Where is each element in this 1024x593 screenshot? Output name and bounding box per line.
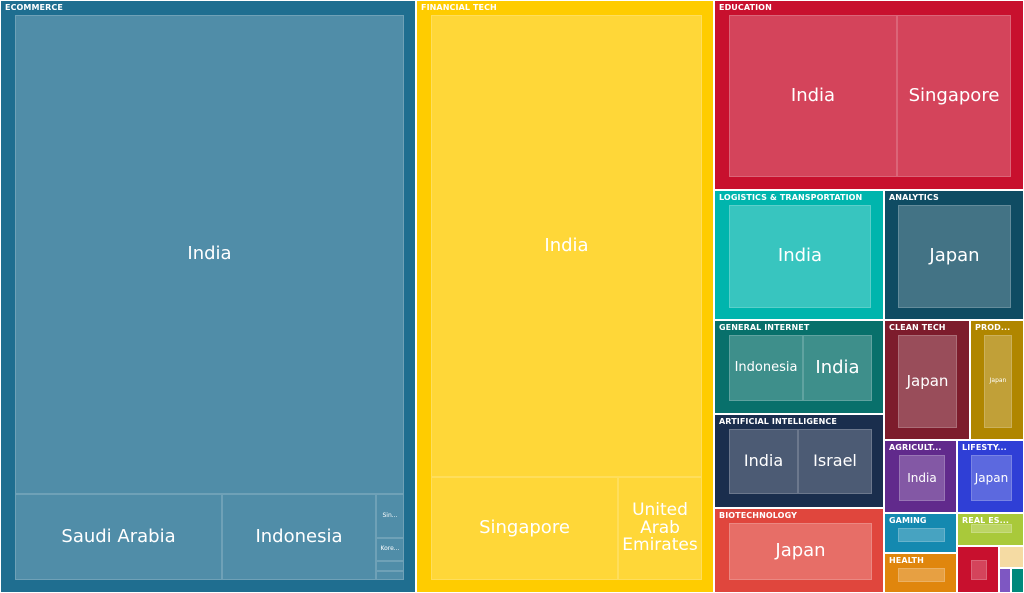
treemap-leaf[interactable]: Israel <box>798 429 872 494</box>
treemap-group[interactable]: ECOMMERCE India Saudi Arabia Indonesia Sin..… <box>0 0 416 593</box>
treemap-group[interactable]: ARTIFICIAL INTELLIGENCE India Israel <box>714 414 884 508</box>
treemap-leaf[interactable]: Sin... <box>376 494 404 538</box>
treemap-leaf[interactable]: Japan <box>971 455 1012 501</box>
treemap-leaf[interactable]: India <box>15 15 404 494</box>
treemap-leaf[interactable]: Japan <box>898 205 1011 308</box>
treemap-leaf-label: Indonesia <box>255 525 343 547</box>
treemap-leaf-label: Saudi Arabia <box>61 525 176 547</box>
treemap-group-label: GENERAL INTERNET <box>719 323 810 332</box>
treemap-leaf[interactable]: Japan <box>729 523 872 580</box>
treemap-leaf[interactable]: India <box>899 455 945 501</box>
treemap-group[interactable]: CLEAN TECH Japan <box>884 320 970 440</box>
treemap-leaf[interactable] <box>898 528 945 542</box>
treemap-leaf-label: Indonesia <box>734 360 798 376</box>
treemap-leaf[interactable]: Indonesia <box>729 335 803 401</box>
treemap-leaf[interactable]: India <box>729 205 871 308</box>
treemap-group[interactable]: BIOTECHNOLOGY Japan <box>714 508 884 593</box>
treemap-group[interactable]: FINANCIAL TECH India Singapore United Arab … <box>416 0 714 593</box>
treemap-group-label: ANALYTICS <box>889 193 939 202</box>
treemap-leaf-label: India <box>815 356 860 378</box>
treemap-group[interactable]: LIFESTY... Japan <box>957 440 1024 513</box>
treemap-leaf-label: Japan <box>929 245 980 267</box>
treemap-leaf-label: Japan <box>989 377 1007 385</box>
treemap-group[interactable]: PROD... Japan <box>970 320 1024 440</box>
treemap-group-label: GAMING <box>889 516 927 525</box>
treemap-leaf-label: Kore... <box>380 545 400 553</box>
treemap-group-label: FINANCIAL TECH <box>421 3 497 12</box>
treemap-leaf-label: United Arab Emirates <box>622 499 698 556</box>
treemap-leaf-label: India <box>544 234 589 256</box>
treemap-group-label: AGRICULT... <box>889 443 942 452</box>
treemap-leaf-label: Japan <box>974 470 1009 485</box>
treemap-leaf-label: India <box>187 243 232 265</box>
treemap-leaf[interactable]: India <box>729 15 897 177</box>
treemap-group-label: ARTIFICIAL INTELLIGENCE <box>719 417 837 426</box>
treemap-leaf[interactable] <box>971 560 987 580</box>
treemap-leaf[interactable]: Japan <box>984 335 1012 428</box>
treemap-group-label: ECOMMERCE <box>5 3 63 12</box>
treemap-leaf[interactable]: Singapore <box>431 477 618 580</box>
treemap-leaf[interactable]: United Arab Emirates <box>618 477 702 580</box>
treemap-group[interactable] <box>957 546 999 593</box>
treemap-leaf-label: Singapore <box>908 84 1000 106</box>
treemap-leaf[interactable] <box>376 571 404 580</box>
treemap-leaf-label: India <box>777 245 823 267</box>
treemap-group[interactable]: GENERAL INTERNET Indonesia India <box>714 320 884 414</box>
treemap-group-label: HEALTH <box>889 556 924 565</box>
treemap-leaf[interactable] <box>898 568 945 582</box>
treemap-leaf-label: Sin... <box>382 511 398 519</box>
treemap-group[interactable] <box>999 568 1011 593</box>
treemap-leaf[interactable]: India <box>803 335 872 401</box>
treemap-group[interactable]: GAMING <box>884 513 957 553</box>
treemap-group-label: CLEAN TECH <box>889 323 946 332</box>
treemap-leaf[interactable] <box>971 524 1012 533</box>
treemap-group-label: PROD... <box>975 323 1011 332</box>
treemap-group-label: BIOTECHNOLOGY <box>719 511 797 520</box>
treemap-leaf-label: Japan <box>775 540 826 562</box>
treemap-group[interactable]: LOGISTICS & TRANSPORTATION India <box>714 190 884 320</box>
treemap-leaf-label: Singapore <box>479 517 570 539</box>
treemap-leaf[interactable]: Singapore <box>897 15 1011 177</box>
treemap-group[interactable] <box>1011 568 1024 593</box>
treemap-leaf[interactable]: Saudi Arabia <box>15 494 222 580</box>
treemap-leaf[interactable]: Kore... <box>376 538 404 561</box>
treemap-leaf-label: India <box>743 451 784 471</box>
treemap-leaf[interactable]: India <box>729 429 798 494</box>
treemap-group[interactable]: HEALTH <box>884 553 957 593</box>
treemap-leaf-label: Israel <box>813 451 857 471</box>
treemap-group-label: LIFESTY... <box>962 443 1007 452</box>
treemap-group-label: LOGISTICS & TRANSPORTATION <box>719 193 863 202</box>
treemap-leaf-label: Japan <box>906 371 949 390</box>
treemap-leaf[interactable]: India <box>431 15 702 477</box>
treemap-leaf[interactable]: Indonesia <box>222 494 376 580</box>
treemap-group[interactable]: REAL ES... <box>957 513 1024 546</box>
treemap-group[interactable]: ANALYTICS Japan <box>884 190 1024 320</box>
treemap-leaf-label: India <box>907 470 937 485</box>
treemap-leaf[interactable]: Japan <box>898 335 957 428</box>
treemap-leaf[interactable] <box>376 561 404 571</box>
treemap-group-label: EDUCATION <box>719 3 772 12</box>
treemap-leaf-label: India <box>790 84 836 106</box>
treemap-group[interactable]: AGRICULT... India <box>884 440 957 513</box>
treemap-group[interactable]: EDUCATION India Singapore <box>714 0 1024 190</box>
treemap-group[interactable] <box>999 546 1024 568</box>
